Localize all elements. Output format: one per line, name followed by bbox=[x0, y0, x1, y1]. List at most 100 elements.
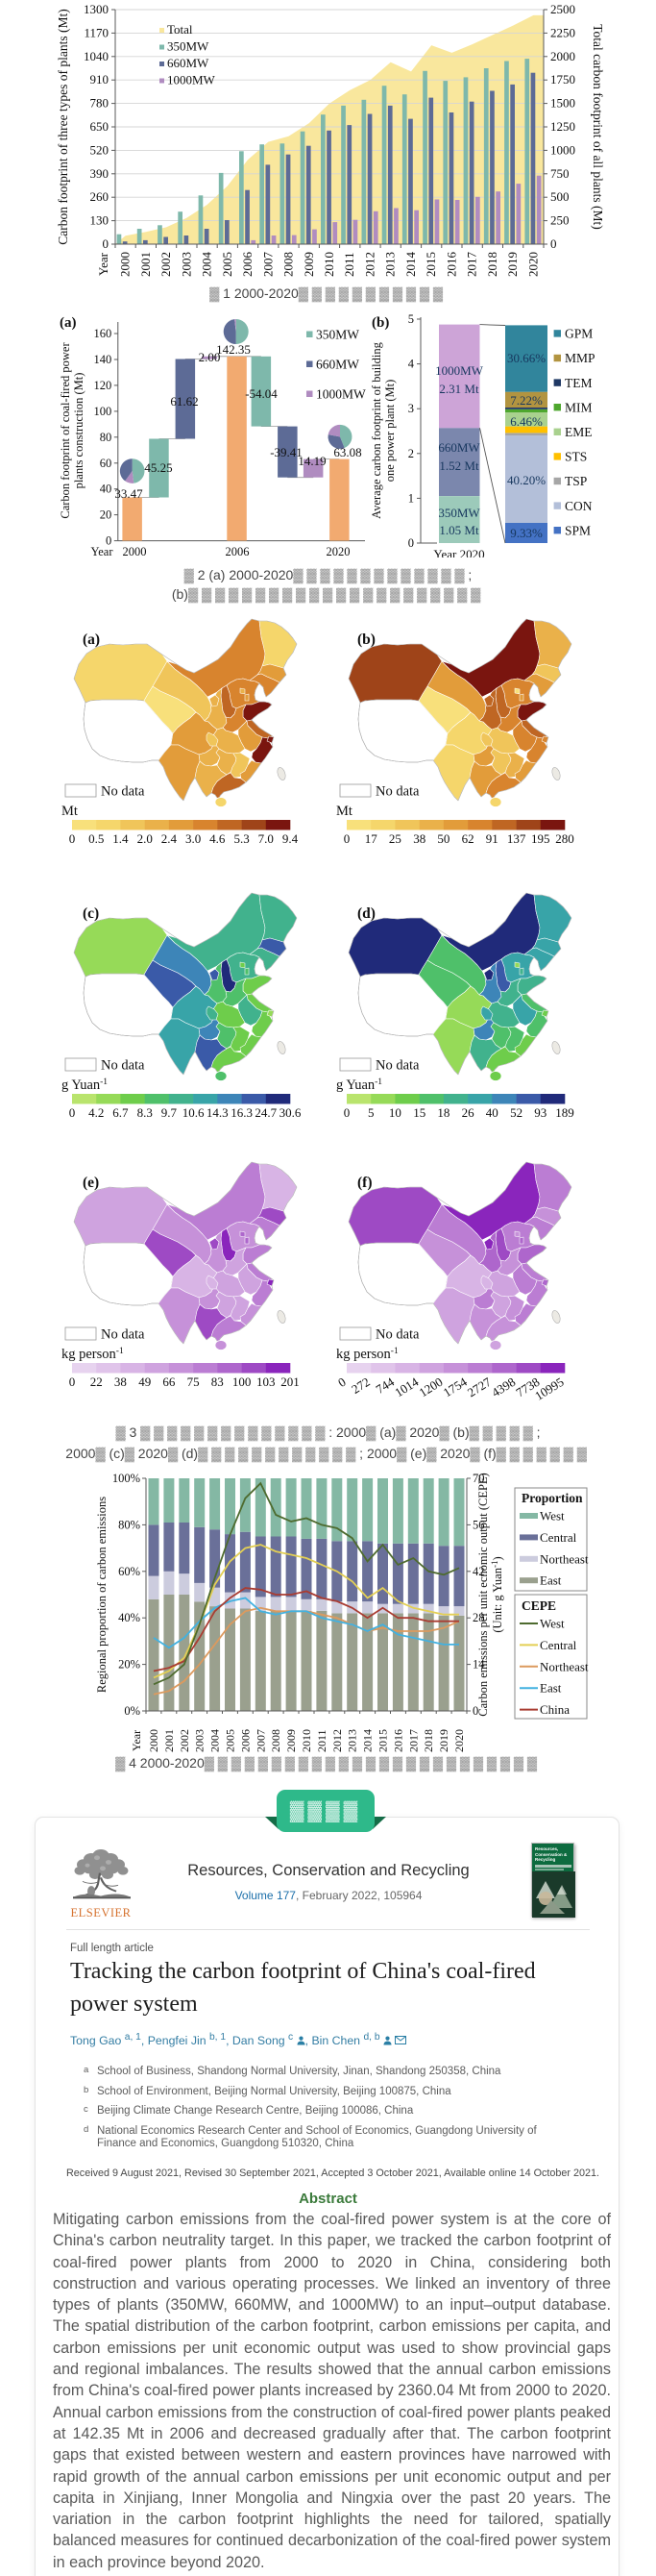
svg-text:0%: 0% bbox=[124, 1704, 140, 1718]
svg-text:(d): (d) bbox=[357, 905, 376, 922]
svg-text:MIM: MIM bbox=[565, 400, 593, 414]
svg-text:30.66%: 30.66% bbox=[507, 351, 546, 365]
svg-text:2008: 2008 bbox=[269, 1729, 282, 1752]
svg-text:2.4: 2.4 bbox=[161, 831, 178, 846]
svg-text:33.47: 33.47 bbox=[114, 486, 143, 501]
svg-text:80: 80 bbox=[100, 431, 112, 444]
svg-text:100%: 100% bbox=[112, 1472, 140, 1485]
svg-text:2006: 2006 bbox=[238, 1729, 252, 1752]
svg-text:STS: STS bbox=[565, 450, 587, 464]
svg-text:Mt: Mt bbox=[61, 804, 78, 819]
svg-text:750: 750 bbox=[550, 166, 570, 181]
svg-text:0: 0 bbox=[106, 534, 111, 548]
svg-text:2000: 2000 bbox=[147, 1729, 160, 1752]
svg-text:1.4: 1.4 bbox=[112, 831, 129, 846]
svg-text:2015: 2015 bbox=[424, 252, 438, 277]
svg-text:East: East bbox=[540, 1573, 562, 1588]
svg-text:195: 195 bbox=[531, 831, 550, 846]
svg-text:Year: Year bbox=[90, 545, 113, 557]
svg-text:Total carbon footprint of all: Total carbon footprint of all plants (Mt… bbox=[591, 24, 605, 230]
svg-text:2010: 2010 bbox=[300, 1729, 313, 1752]
svg-text:2007: 2007 bbox=[254, 1729, 267, 1752]
svg-text:Proportion: Proportion bbox=[522, 1491, 583, 1505]
svg-text:350MW: 350MW bbox=[167, 39, 209, 54]
svg-text:14.3: 14.3 bbox=[207, 1105, 229, 1120]
svg-text:0: 0 bbox=[69, 831, 76, 846]
svg-text:40%: 40% bbox=[118, 1611, 140, 1624]
svg-text:66: 66 bbox=[162, 1375, 176, 1389]
svg-text:2020: 2020 bbox=[525, 252, 540, 277]
svg-text:CEPE: CEPE bbox=[522, 1598, 556, 1613]
svg-text:TSP: TSP bbox=[565, 474, 587, 488]
svg-text:1040: 1040 bbox=[84, 49, 109, 63]
svg-text:Total: Total bbox=[167, 22, 193, 37]
svg-text:East: East bbox=[540, 1681, 562, 1696]
svg-text:520: 520 bbox=[90, 142, 109, 157]
svg-text:No data: No data bbox=[101, 784, 145, 800]
svg-text:4.6: 4.6 bbox=[209, 831, 226, 846]
svg-text:70: 70 bbox=[473, 1472, 485, 1485]
svg-text:0: 0 bbox=[103, 236, 109, 251]
svg-text:1170: 1170 bbox=[84, 25, 109, 39]
svg-text:4.2: 4.2 bbox=[88, 1105, 104, 1120]
svg-text:0: 0 bbox=[69, 1375, 76, 1389]
svg-text:2018: 2018 bbox=[422, 1729, 435, 1752]
svg-text:(e): (e) bbox=[83, 1175, 99, 1191]
svg-text:kg person-1: kg person-1 bbox=[61, 1347, 124, 1362]
svg-text:52: 52 bbox=[510, 1105, 522, 1120]
svg-text:50: 50 bbox=[437, 831, 449, 846]
svg-text:83: 83 bbox=[211, 1375, 224, 1389]
svg-text:1.05 Mt: 1.05 Mt bbox=[439, 523, 479, 537]
svg-text:China: China bbox=[540, 1702, 570, 1717]
svg-text:1750: 1750 bbox=[550, 72, 575, 87]
svg-text:2003: 2003 bbox=[179, 252, 193, 277]
svg-text:(f): (f) bbox=[357, 1175, 373, 1191]
svg-text:Carbon footprint of coal-fired: Carbon footprint of coal-fired power bbox=[59, 342, 72, 519]
svg-text:Regional proportion of carbon: Regional proportion of carbon emissions bbox=[95, 1497, 109, 1693]
svg-text:9.4: 9.4 bbox=[282, 831, 299, 846]
svg-text:16.3: 16.3 bbox=[231, 1105, 253, 1120]
svg-text:2004: 2004 bbox=[208, 1729, 222, 1752]
svg-text:8.3: 8.3 bbox=[137, 1105, 153, 1120]
svg-text:250: 250 bbox=[550, 213, 570, 228]
svg-text:1000MW: 1000MW bbox=[167, 73, 216, 87]
svg-text:Central: Central bbox=[540, 1530, 577, 1545]
svg-text:2017: 2017 bbox=[406, 1729, 420, 1752]
svg-text:2020: 2020 bbox=[452, 1729, 466, 1752]
svg-text:TEM: TEM bbox=[565, 376, 593, 390]
svg-text:160: 160 bbox=[94, 327, 112, 340]
svg-text:0: 0 bbox=[408, 536, 414, 550]
svg-text:24.7: 24.7 bbox=[255, 1105, 277, 1120]
svg-text:140: 140 bbox=[94, 353, 112, 366]
svg-text:1500: 1500 bbox=[550, 96, 575, 111]
svg-text:40.20%: 40.20% bbox=[507, 473, 546, 487]
svg-text:2016: 2016 bbox=[444, 252, 458, 278]
svg-text:0: 0 bbox=[550, 236, 557, 251]
svg-text:No data: No data bbox=[376, 784, 420, 800]
svg-text:1: 1 bbox=[408, 491, 414, 505]
svg-text:49: 49 bbox=[138, 1375, 151, 1389]
svg-text:18: 18 bbox=[437, 1105, 449, 1120]
svg-text:EME: EME bbox=[565, 425, 593, 439]
svg-text:272: 272 bbox=[349, 1375, 372, 1397]
svg-text:38: 38 bbox=[413, 831, 425, 846]
svg-text:plants construction (Mt): plants construction (Mt) bbox=[72, 373, 85, 489]
svg-text:142.35: 142.35 bbox=[216, 342, 251, 357]
svg-text:3.0: 3.0 bbox=[185, 831, 201, 846]
svg-text:100: 100 bbox=[94, 405, 112, 418]
svg-text:2007: 2007 bbox=[260, 252, 275, 278]
svg-text:Year: Year bbox=[130, 1730, 143, 1751]
svg-text:GPM: GPM bbox=[565, 327, 593, 341]
svg-text:2006: 2006 bbox=[226, 545, 250, 557]
svg-text:2019: 2019 bbox=[505, 252, 520, 277]
svg-text:26: 26 bbox=[462, 1105, 475, 1120]
svg-text:17: 17 bbox=[365, 831, 378, 846]
svg-text:40: 40 bbox=[100, 483, 112, 496]
svg-text:0: 0 bbox=[344, 1105, 351, 1120]
svg-text:780: 780 bbox=[90, 96, 109, 111]
svg-text:1000: 1000 bbox=[550, 142, 575, 157]
svg-text:7.0: 7.0 bbox=[258, 831, 274, 846]
svg-text:260: 260 bbox=[90, 189, 109, 204]
svg-text:one power plant (Mt): one power plant (Mt) bbox=[383, 380, 397, 483]
svg-text:60%: 60% bbox=[118, 1565, 140, 1578]
